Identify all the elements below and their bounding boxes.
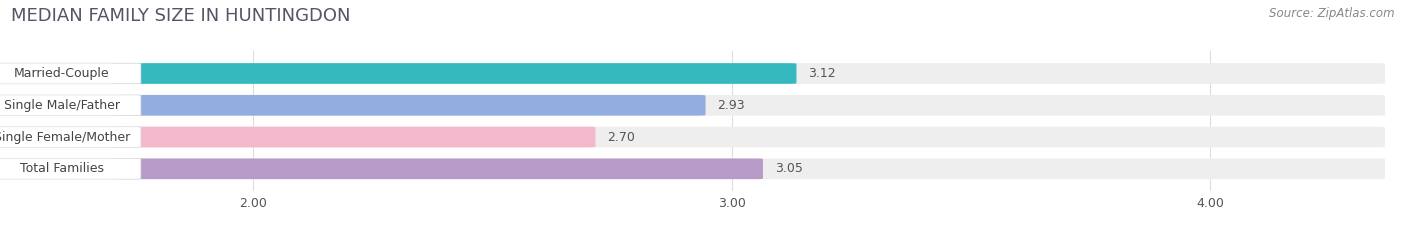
FancyBboxPatch shape [0,158,141,179]
Text: 2.70: 2.70 [607,130,636,144]
Text: Source: ZipAtlas.com: Source: ZipAtlas.com [1270,7,1395,20]
FancyBboxPatch shape [0,127,141,147]
FancyBboxPatch shape [0,63,141,84]
Text: Married-Couple: Married-Couple [14,67,110,80]
Text: 2.93: 2.93 [717,99,745,112]
FancyBboxPatch shape [112,127,596,147]
Text: Single Male/Father: Single Male/Father [4,99,120,112]
Text: 3.12: 3.12 [808,67,837,80]
FancyBboxPatch shape [112,63,1385,84]
FancyBboxPatch shape [112,95,1385,116]
Text: 3.05: 3.05 [775,162,803,175]
FancyBboxPatch shape [112,158,1385,179]
FancyBboxPatch shape [112,95,706,116]
Text: MEDIAN FAMILY SIZE IN HUNTINGDON: MEDIAN FAMILY SIZE IN HUNTINGDON [11,7,350,25]
FancyBboxPatch shape [112,63,796,84]
FancyBboxPatch shape [112,158,763,179]
FancyBboxPatch shape [112,127,1385,147]
FancyBboxPatch shape [0,95,141,116]
Text: Single Female/Mother: Single Female/Mother [0,130,129,144]
Text: Total Families: Total Families [20,162,104,175]
